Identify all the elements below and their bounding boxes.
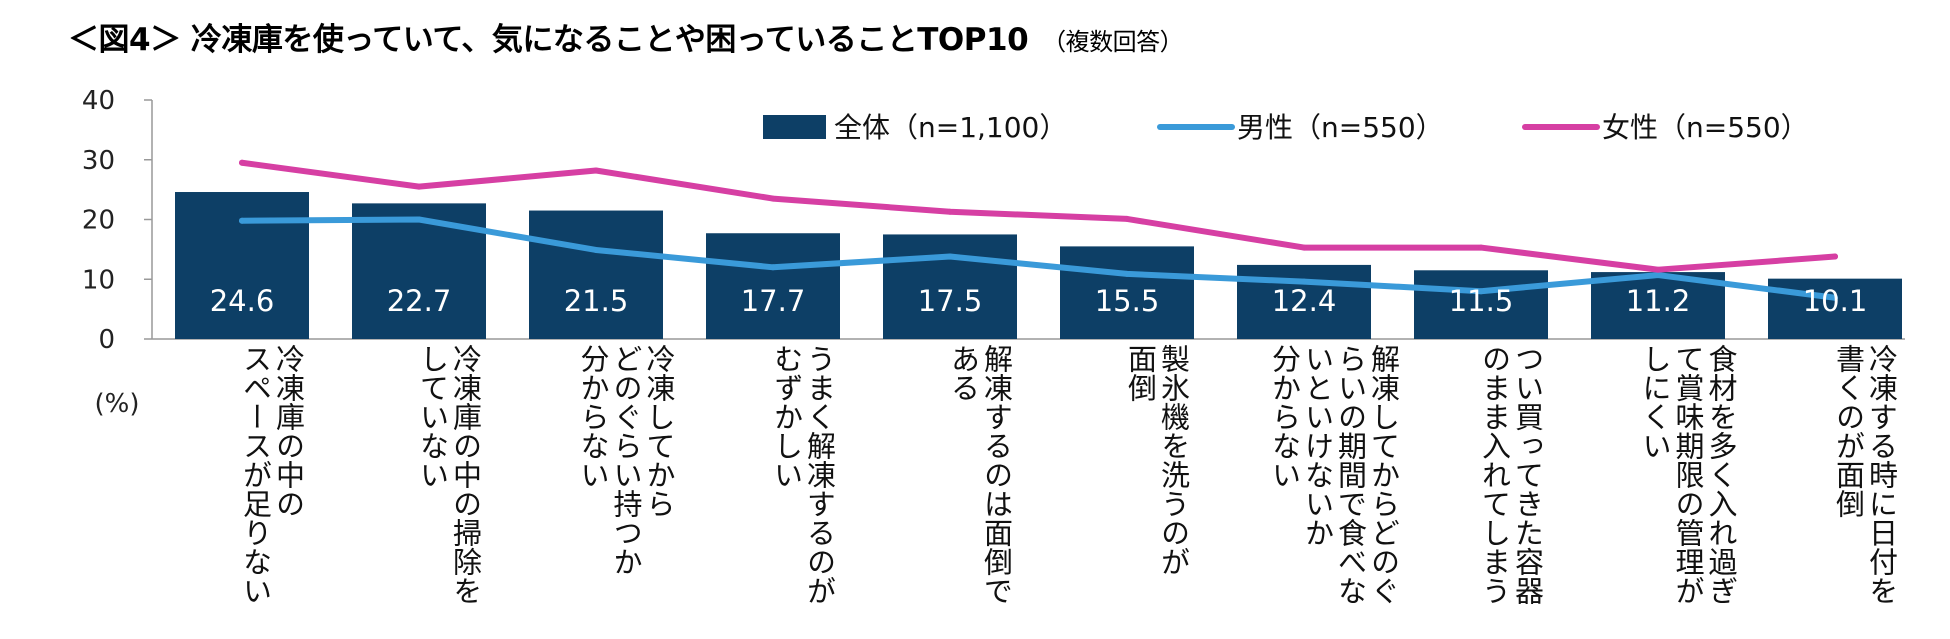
line-point — [239, 159, 245, 166]
line-point — [1301, 278, 1307, 285]
bar-value-label: 24.6 — [210, 284, 275, 318]
bar — [1768, 278, 1902, 339]
line-series — [239, 159, 1838, 301]
category-label: 食材を多く入れ過ぎ — [1704, 344, 1738, 605]
category-label: いといけないか — [1301, 344, 1335, 547]
bar-value-label: 17.5 — [918, 284, 983, 318]
y-tick-label: 20 — [82, 206, 115, 236]
line-point — [770, 195, 776, 202]
category-label: むずかしい — [770, 344, 804, 489]
bar-value-label: 10.1 — [1803, 284, 1868, 318]
category-label: 解凍してからどのぐ — [1367, 344, 1401, 605]
category-label: 書くのが面倒 — [1832, 344, 1866, 518]
line-point — [1478, 288, 1484, 295]
legend-label: 女性（n=550） — [1602, 111, 1809, 144]
category-label: のまま入れてしまう — [1478, 344, 1512, 605]
line-point — [1655, 272, 1661, 279]
chart-title-text: ＜図4＞ 冷凍庫を使っていて、気になることや困っていることTOP10 — [68, 22, 1029, 58]
bar-value-label: 21.5 — [564, 284, 629, 318]
bar-value-label: 11.2 — [1626, 284, 1691, 318]
line-point — [1655, 266, 1661, 273]
line-point — [1124, 270, 1130, 277]
female-line — [239, 159, 1838, 273]
legend: 全体（n=1,100） 男性（n=550） 女性（n=550） — [763, 111, 1809, 144]
bar-value-label: 17.7 — [741, 284, 806, 318]
category-label: 面倒 — [1124, 344, 1158, 402]
line-point — [947, 253, 953, 260]
line-point — [947, 208, 953, 215]
line-point — [1832, 253, 1838, 260]
y-tick-label: 30 — [82, 146, 115, 176]
legend-swatch-total — [763, 115, 826, 139]
category-label: 冷凍してから — [642, 344, 676, 518]
line-point — [239, 217, 245, 224]
category-label: 製氷機を洗うのが — [1157, 344, 1191, 576]
category-label: ある — [947, 344, 981, 402]
bar — [706, 233, 840, 339]
line-point — [416, 216, 422, 223]
line-point — [770, 264, 776, 271]
bar — [1414, 270, 1548, 339]
chart-subtitle: （複数回答） — [1042, 28, 1184, 56]
category-label: 冷凍庫の中の — [272, 344, 306, 518]
bar-value-label: 11.5 — [1449, 284, 1514, 318]
bar-value-label: 15.5 — [1095, 284, 1160, 318]
y-unit-label: (%) — [95, 389, 140, 419]
bar — [1060, 246, 1194, 339]
bar-value-label: 12.4 — [1272, 284, 1337, 318]
line-point — [1832, 294, 1838, 301]
male-line — [239, 216, 1838, 301]
category-label: していない — [416, 344, 450, 489]
bar — [529, 210, 663, 339]
bar — [883, 234, 1017, 339]
line-point — [1124, 215, 1130, 222]
data-labels: 24.6 22.7 21.5 17.7 17.5 15.5 12.4 11.5 11.2 10.1 — [210, 284, 1868, 318]
category-label: 解凍するのは面倒で — [980, 344, 1014, 605]
legend-label: 男性（n=550） — [1237, 111, 1444, 144]
y-tick-label: 10 — [82, 265, 115, 295]
bar — [175, 192, 309, 339]
category-label: 冷凍する時に日付を — [1865, 344, 1899, 605]
line-point — [1301, 244, 1307, 251]
category-label: つい買ってきた容器 — [1511, 344, 1545, 605]
category-label: どのぐらい持つか — [609, 344, 643, 576]
category-label: 分からない — [576, 344, 610, 489]
chart-title: ＜図4＞ 冷凍庫を使っていて、気になることや困っていることTOP10 （複数回答） — [68, 14, 1184, 59]
line-point — [593, 167, 599, 174]
category-label: らいの期間で食べな — [1334, 344, 1368, 605]
y-tick-label: 0 — [98, 325, 115, 355]
line-point — [593, 246, 599, 253]
category-label: うまく解凍するのが — [803, 344, 837, 605]
category-label: しにくい — [1638, 344, 1672, 460]
category-label: 分からない — [1268, 344, 1302, 489]
bar — [352, 203, 486, 339]
bar-series — [175, 192, 1902, 339]
category-label: スペースが足りない — [239, 344, 273, 605]
category-label: 冷凍庫の中の掃除を — [449, 344, 483, 605]
bar-value-label: 22.7 — [387, 284, 452, 318]
y-tick-label: 40 — [82, 86, 115, 116]
line-point — [416, 183, 422, 190]
legend-label: 全体（n=1,100） — [834, 111, 1067, 144]
line-point — [1478, 244, 1484, 251]
category-label: て賞味期限の管理が — [1671, 344, 1705, 605]
